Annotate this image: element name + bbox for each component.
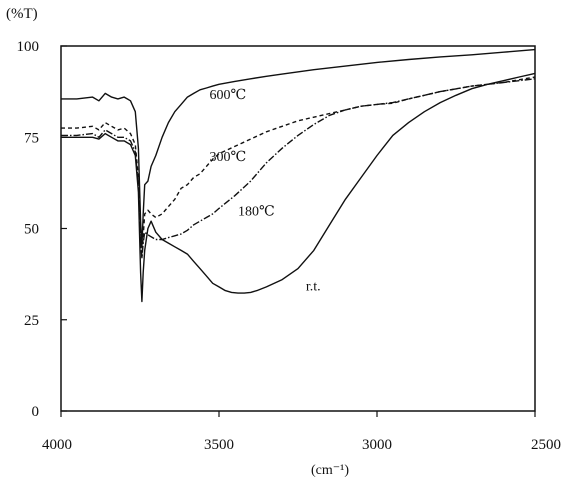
series-annotation: 300℃ [210, 150, 247, 165]
series-line-1 [61, 76, 536, 259]
y-tick-label: 75 [24, 130, 39, 146]
y-tick-label: 50 [24, 222, 39, 238]
series-group [61, 48, 536, 303]
y-tick-label: 0 [32, 404, 40, 420]
series-line-0 [61, 48, 536, 248]
x-tick-label: 3500 [204, 437, 234, 453]
y-tick-label: 25 [24, 313, 39, 329]
series-annotation: r.t. [306, 280, 321, 295]
x-axis-label: (cm⁻¹) [311, 463, 349, 478]
series-annotation: 600℃ [210, 88, 247, 103]
x-tick-label: 3000 [362, 437, 392, 453]
series-line-2 [61, 78, 536, 259]
annotations-group: 600℃ 300℃ 180℃ r.t. [210, 88, 321, 295]
y-tick-label: 100 [17, 39, 40, 55]
y-axis-label: (%T) [6, 6, 38, 22]
series-line-3 [61, 72, 536, 303]
series-annotation: 180℃ [238, 205, 275, 220]
x-tick-label: 4000 [42, 437, 72, 453]
axis-ticks: 0 25 50 75 100 4000 3500 3000 2500 [17, 39, 562, 453]
plot-frame [60, 45, 536, 412]
x-tick-label: 2500 [531, 437, 561, 453]
